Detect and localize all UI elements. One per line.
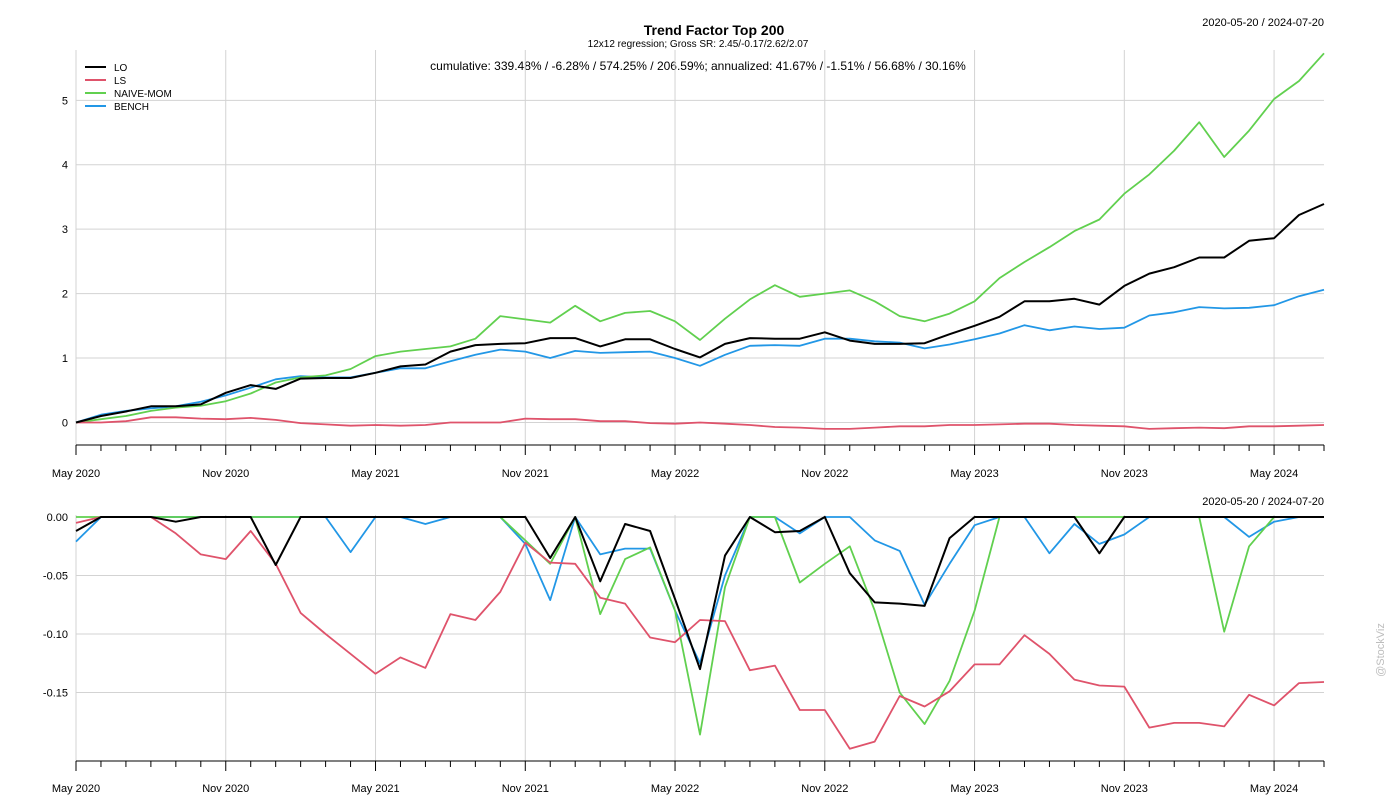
x-tick-label: May 2023 <box>950 468 998 480</box>
x-tick-label: May 2024 <box>1250 468 1298 480</box>
y-tick-label: 1 <box>62 353 68 365</box>
legend-label: LS <box>114 76 127 87</box>
series-line-ls <box>75 516 1325 750</box>
series-line-naive-mom <box>75 52 1325 424</box>
series-line-lo <box>75 516 1324 671</box>
x-tick-label: Nov 2021 <box>502 783 549 795</box>
top-date-range: 2020-05-20 / 2024-07-20 <box>1202 17 1324 29</box>
x-tick-label: May 2024 <box>1250 783 1298 795</box>
x-tick-label: Nov 2023 <box>1101 468 1148 480</box>
x-tick-label: Nov 2020 <box>202 468 249 480</box>
y-tick-label: -0.10 <box>43 629 68 641</box>
series-line-ls <box>76 416 1325 430</box>
series-line-naive-mom <box>76 516 1324 736</box>
series-line-lo <box>75 203 1325 424</box>
y-tick-label: -0.05 <box>43 571 68 583</box>
x-tick-label: May 2021 <box>351 783 399 795</box>
y-tick-label: 2 <box>62 289 68 301</box>
x-tick-label: May 2020 <box>52 783 100 795</box>
y-tick-label: 0.00 <box>47 512 68 524</box>
x-tick-label: May 2023 <box>950 783 998 795</box>
x-tick-label: Nov 2021 <box>502 468 549 480</box>
series-line-bench <box>75 288 1325 424</box>
y-tick-label: 4 <box>62 160 68 172</box>
chart-title: Trend Factor Top 200 <box>644 22 785 38</box>
y-tick-label: 3 <box>62 224 68 236</box>
x-tick-label: Nov 2020 <box>202 783 249 795</box>
cumulative-returns-panel: 0 1 2 3 4 5 May 2020 Nov 2020 May 2021 Nov 2021 Ma… <box>52 50 1325 480</box>
x-tick-label: Nov 2022 <box>801 783 848 795</box>
drawdown-panel: 0.00 -0.05 -0.10 -0.15 May 2020 Nov 2020 May 2… <box>43 512 1325 795</box>
y-tick-label: 0 <box>62 417 68 429</box>
y-tick-label: 5 <box>62 95 68 107</box>
x-tick-label: Nov 2023 <box>1101 783 1148 795</box>
legend-label: BENCH <box>114 102 149 113</box>
chart-subtitle: 12x12 regression; Gross SR: 2.45/-0.17/2… <box>588 39 809 50</box>
x-tick-label: May 2021 <box>351 468 399 480</box>
x-tick-label: May 2022 <box>651 783 699 795</box>
chart-annotation: cumulative: 339.48% / -6.28% / 574.25% /… <box>430 59 966 73</box>
legend: LO LS NAIVE-MOM BENCH <box>85 63 172 113</box>
bottom-date-range: 2020-05-20 / 2024-07-20 <box>1202 496 1324 508</box>
y-tick-label: -0.15 <box>43 688 68 700</box>
watermark: @StockViz <box>1375 623 1387 677</box>
x-tick-label: May 2020 <box>52 468 100 480</box>
legend-label: LO <box>114 63 128 74</box>
legend-label: NAIVE-MOM <box>114 89 172 100</box>
x-tick-label: May 2022 <box>651 468 699 480</box>
x-tick-label: Nov 2022 <box>801 468 848 480</box>
